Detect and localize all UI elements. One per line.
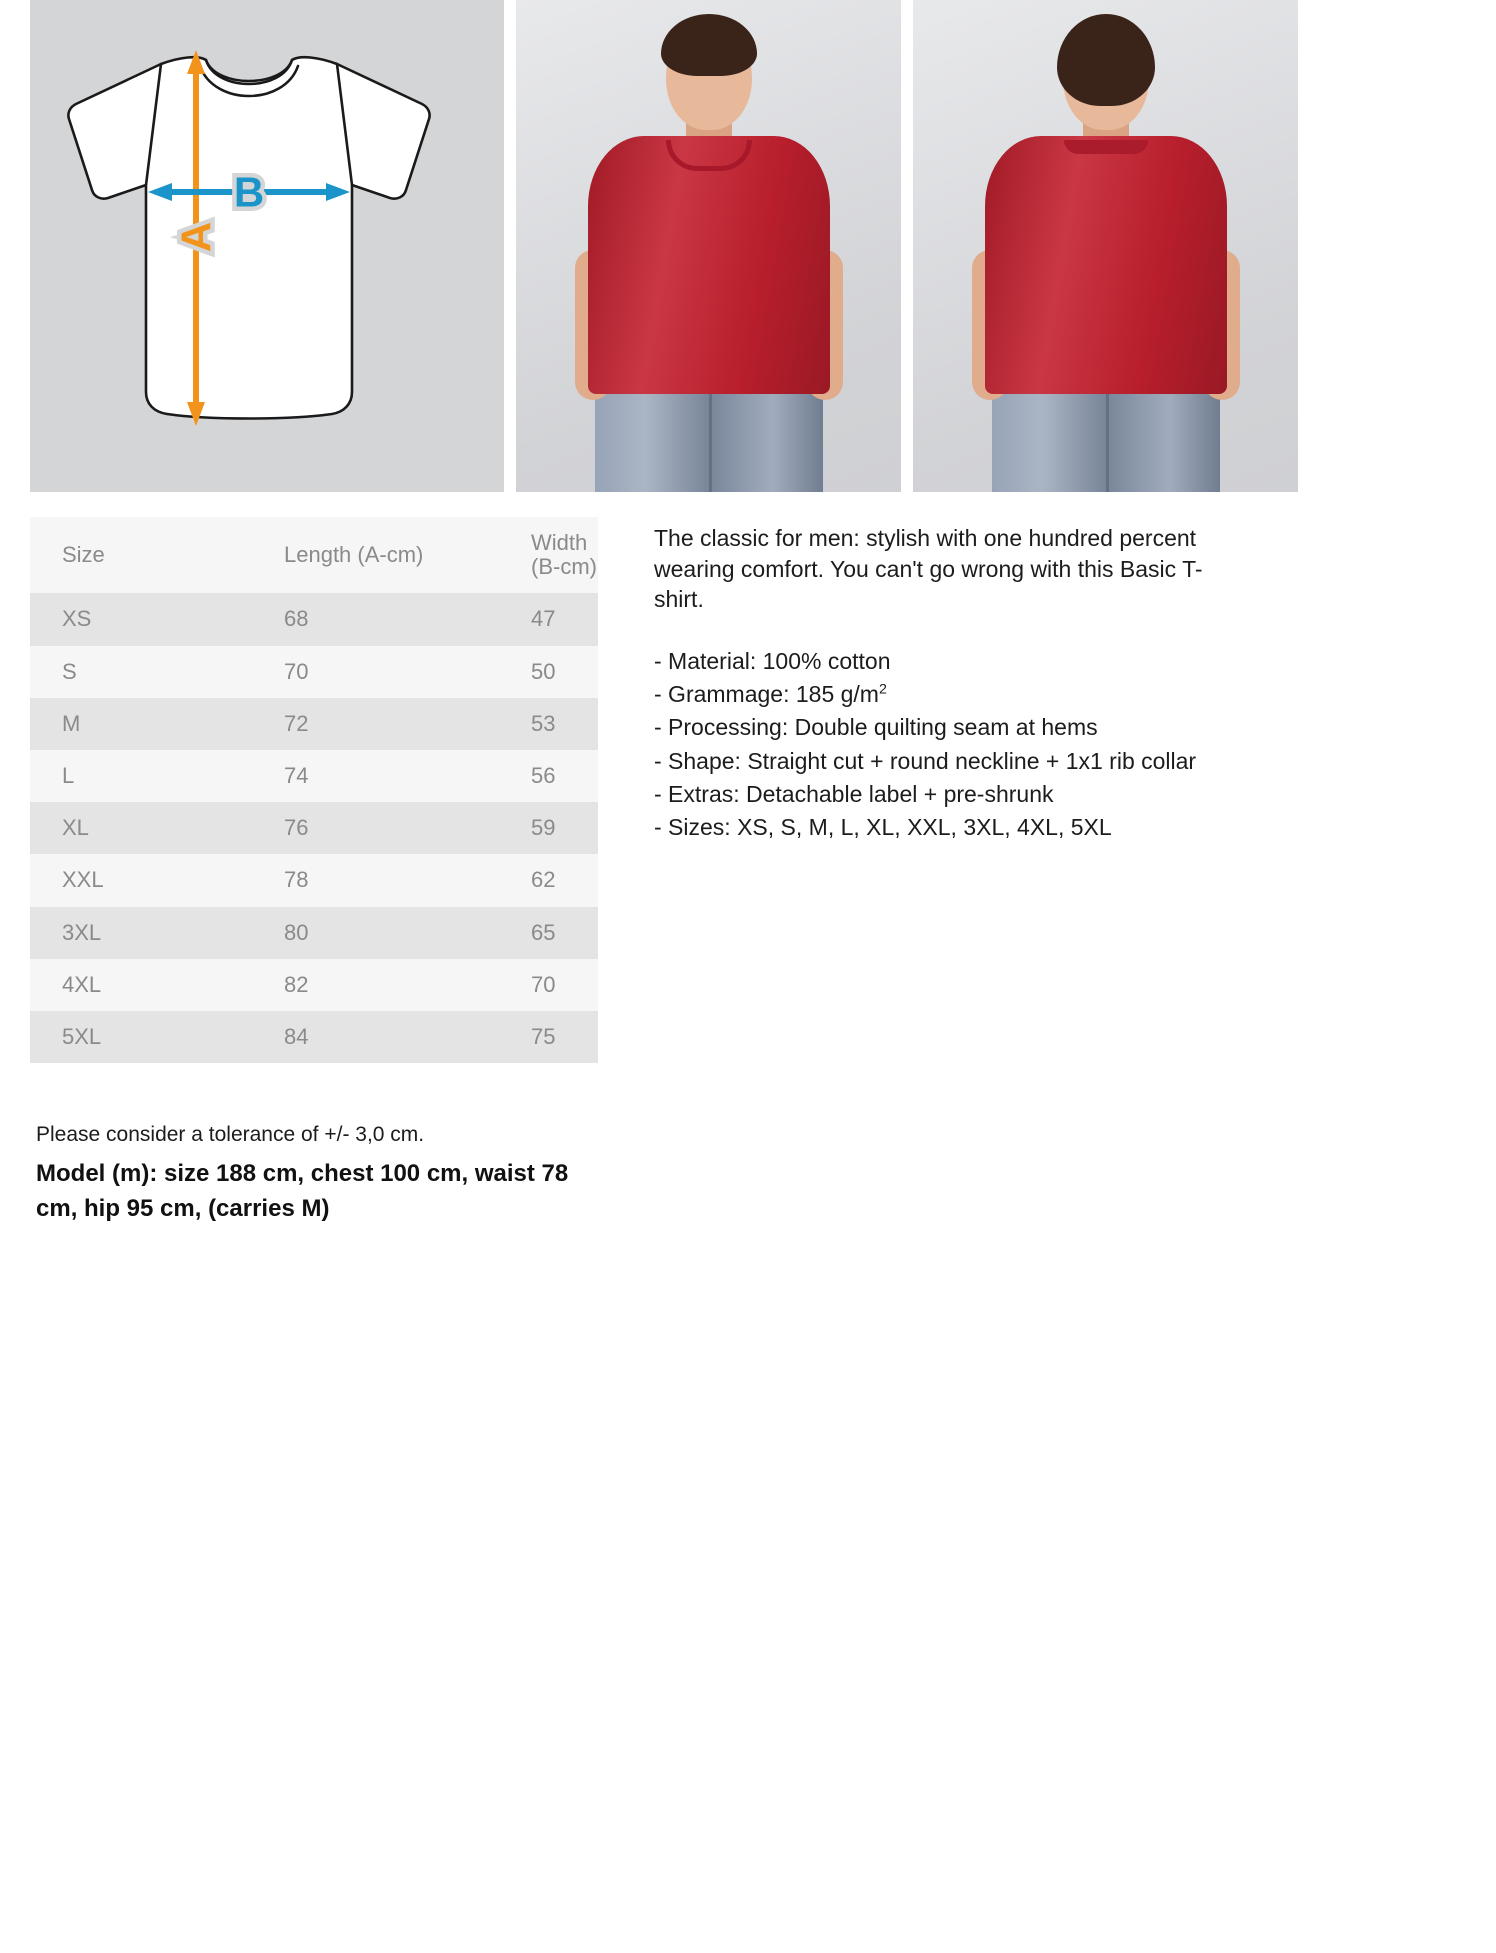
model-back-figure [956, 0, 1256, 492]
size-table-column: Size Length (A-cm) Width (B-cm) XS 68 47 S 7… [30, 517, 598, 1064]
header-size: Size [62, 542, 105, 568]
length-cell: 72 [284, 710, 309, 736]
width-cell: 62 [531, 867, 556, 893]
model-front-figure [559, 0, 859, 492]
size-cell: XS [62, 606, 92, 632]
model-hair-back [1056, 14, 1155, 106]
length-cell: 68 [284, 606, 309, 632]
length-label: A [173, 222, 220, 252]
spec-item: - Grammage: 185 g/m2 [654, 681, 887, 708]
spec-item: - Extras: Detachable label + pre-shrunk [654, 781, 1054, 808]
size-cell: S [62, 658, 77, 684]
size-cell: XXL [62, 867, 104, 893]
size-cell: 3XL [62, 919, 102, 945]
length-cell: 80 [284, 919, 309, 945]
width-label: B [234, 169, 264, 216]
length-cell: 70 [284, 658, 309, 684]
table-row: 5XL 84 75 [30, 1010, 598, 1064]
length-cell: 76 [284, 815, 309, 841]
model-red-tshirt-back [984, 136, 1227, 394]
header-length: Length (A-cm) [284, 542, 424, 568]
length-cell: 78 [284, 867, 309, 893]
size-table-body: XS 68 47 S 70 50 M 72 53 L 74 56 XL 76 59 XXL 78 62 3XL 80 6… [30, 593, 598, 1064]
width-cell: 50 [531, 658, 556, 684]
size-cell: 5XL [62, 1023, 102, 1049]
header-width: Width (B-cm) [531, 530, 597, 580]
photo-stage-front [516, 0, 901, 492]
table-row: XXL 78 62 [30, 854, 598, 907]
tshirt-measurement-diagram: A B [67, 50, 431, 426]
length-cell: 82 [284, 971, 309, 997]
photo-stage-back [913, 0, 1298, 492]
product-intro-text: The classic for men: stylish with one hu… [654, 525, 1203, 613]
width-cell: 65 [531, 919, 556, 945]
product-description-column: The classic for men: stylish with one hu… [598, 517, 1466, 845]
table-row: XS 68 47 [30, 593, 598, 646]
table-row: M 72 53 [30, 697, 598, 750]
product-photo-front [516, 0, 901, 492]
model-red-tshirt [587, 136, 830, 394]
model-hair [660, 14, 757, 76]
size-cell: L [62, 762, 75, 788]
table-row: 3XL 80 65 [30, 906, 598, 959]
size-cell: 4XL [62, 971, 102, 997]
size-table-header: Size Length (A-cm) Width (B-cm) [30, 517, 598, 594]
spec-superscript: 2 [878, 681, 887, 698]
spec-item: - Processing: Double quilting seam at he… [654, 714, 1098, 741]
width-measure-arrow [148, 183, 350, 201]
length-cell: 84 [284, 1023, 309, 1049]
tolerance-note: Please consider a tolerance of +/- 3,0 c… [36, 1123, 425, 1147]
tshirt-outline-icon [67, 55, 431, 420]
width-cell: 53 [531, 710, 556, 736]
table-row: XL 76 59 [30, 802, 598, 855]
model-jeans [594, 380, 823, 492]
length-cell: 74 [284, 762, 309, 788]
footnotes-section: Please consider a tolerance of +/- 3,0 c… [0, 1063, 736, 1227]
size-chart-table: Size Length (A-cm) Width (B-cm) XS 68 47 S 7… [30, 517, 598, 1064]
spec-item: - Sizes: XS, S, M, L, XL, XXL, 3XL, 4XL,… [654, 814, 1112, 841]
model-tshirt-collar-back [1063, 140, 1148, 154]
product-photo-back [913, 0, 1298, 492]
product-image-gallery: A B [0, 0, 1496, 492]
width-cell: 59 [531, 815, 556, 841]
spec-item: - Material: 100% cotton [654, 647, 891, 674]
table-row: L 74 56 [30, 749, 598, 803]
model-jeans-back [991, 380, 1220, 492]
width-cell: 70 [531, 971, 556, 997]
length-measure-arrow [187, 50, 205, 426]
details-section: Size Length (A-cm) Width (B-cm) XS 68 47 S 7… [0, 492, 1496, 1064]
table-row: 4XL 82 70 [30, 958, 598, 1011]
size-diagram-panel: A B [30, 0, 504, 492]
spec-item: - Shape: Straight cut + round neckline +… [654, 747, 1197, 774]
product-spec-list: - Material: 100% cotton - Grammage: 185 g… [654, 645, 1466, 845]
table-row: S 70 50 [30, 645, 598, 698]
width-cell: 56 [531, 762, 556, 788]
table-header-row: Size Length (A-cm) Width (B-cm) [30, 517, 598, 594]
size-cell: XL [62, 815, 89, 841]
model-measurements-note: Model (m): size 188 cm, chest 100 cm, wa… [36, 1160, 569, 1222]
size-cell: M [62, 710, 81, 736]
width-cell: 75 [531, 1023, 556, 1049]
width-cell: 47 [531, 606, 556, 632]
